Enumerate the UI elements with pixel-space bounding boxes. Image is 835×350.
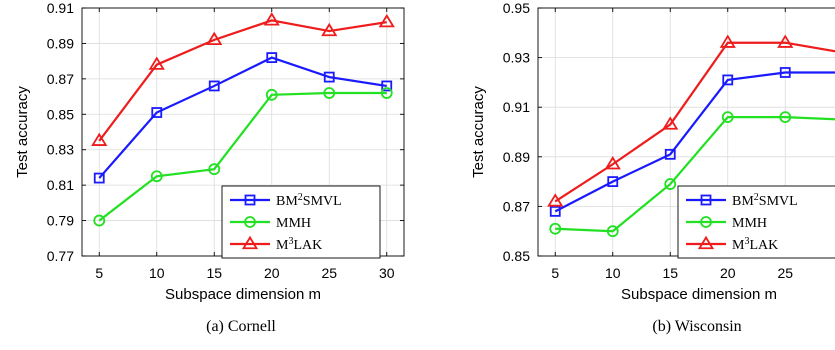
- data-point: [777, 34, 794, 48]
- data-point: [380, 87, 393, 99]
- series-triangle: [547, 34, 835, 207]
- series-line: [554, 71, 835, 213]
- x-tick-label: 10: [149, 265, 165, 281]
- data-point: [323, 71, 335, 83]
- legend-label: M3LAK: [732, 236, 778, 253]
- legend-marker: [697, 235, 715, 250]
- y-tick-label: 0.81: [47, 177, 74, 193]
- data-point: [150, 170, 163, 183]
- data-point: [721, 111, 734, 124]
- y-tick-label: 0.93: [503, 50, 530, 66]
- y-tick-label: 0.91: [47, 0, 74, 16]
- x-tick-label: 20: [264, 265, 280, 281]
- data-point: [206, 31, 223, 46]
- data-point: [662, 116, 679, 130]
- y-tick-label: 0.95: [503, 0, 530, 16]
- x-tick-label: 10: [605, 265, 621, 281]
- data-point: [549, 222, 562, 235]
- legend-marker: [244, 194, 256, 206]
- data-point: [323, 87, 336, 99]
- data-point: [93, 172, 105, 184]
- data-point: [779, 67, 791, 78]
- legend-label: BM2SMVL: [276, 192, 342, 209]
- subfigure-caption: (a) Cornell: [206, 318, 276, 335]
- chart-wisconsin: 510152025300.850.870.890.910.930.95Subsp…: [470, 0, 835, 335]
- series-line: [98, 91, 387, 222]
- legend-label: MMH: [732, 216, 767, 231]
- legend: BM2SMVL MMH M3LAK: [677, 185, 835, 259]
- y-tick-label: 0.83: [47, 142, 74, 158]
- data-point: [547, 193, 564, 207]
- y-tick-label: 0.79: [47, 213, 74, 229]
- legend-label: M3LAK: [276, 236, 322, 253]
- y-tick-label: 0.91: [503, 99, 530, 115]
- series-circle: [93, 87, 393, 227]
- x-axis-label: Subspace dimension m: [621, 286, 777, 303]
- data-point: [208, 163, 221, 176]
- x-tick-label: 20: [720, 265, 736, 281]
- data-point: [381, 80, 393, 92]
- series-line: [554, 41, 835, 203]
- data-point: [91, 132, 108, 146]
- y-axis-label: Test accuracy: [470, 86, 487, 178]
- legend-marker: [700, 216, 712, 228]
- legend-marker: [700, 194, 712, 206]
- data-point: [664, 178, 677, 190]
- y-tick-label: 0.87: [47, 71, 74, 87]
- data-point: [265, 88, 278, 101]
- data-point: [607, 176, 619, 188]
- y-tick-label: 0.77: [47, 248, 74, 264]
- data-point: [604, 156, 621, 170]
- series-triangle: [91, 12, 395, 146]
- data-point: [93, 214, 106, 227]
- subfigure-caption: (b) Wisconsin: [652, 318, 741, 335]
- y-tick-label: 0.89: [47, 35, 74, 51]
- data-point: [321, 22, 338, 37]
- y-tick-label: 0.87: [503, 198, 530, 214]
- chart-cornell: 5 10 15 20 25 30 0.77 0.79 0.81 0.83 0.85 0.87 0.89 0…: [14, 0, 405, 335]
- data-point: [151, 107, 163, 118]
- data-point: [266, 52, 278, 63]
- series-line: [555, 116, 835, 233]
- legend-label: MMH: [276, 216, 311, 231]
- data-point: [719, 34, 736, 48]
- data-point: [779, 111, 792, 124]
- legend-marker: [241, 235, 259, 250]
- y-axis-label: Test accuracy: [14, 86, 31, 178]
- y-tick-label: 0.85: [503, 248, 530, 264]
- x-tick-label: 25: [321, 265, 337, 281]
- x-axis-label: Subspace dimension m: [165, 286, 321, 303]
- data-point: [263, 12, 280, 26]
- data-point: [148, 56, 165, 70]
- series-circle: [549, 111, 835, 238]
- y-tick-label: 0.89: [503, 149, 530, 165]
- x-tick-label: 5: [551, 265, 559, 281]
- legend-label: BM2SMVL: [732, 192, 798, 209]
- data-point: [208, 80, 220, 92]
- x-tick-label: 30: [379, 265, 395, 281]
- data-point: [606, 225, 619, 238]
- series-line: [98, 19, 387, 142]
- series-square: [549, 67, 835, 217]
- x-tick-label: 15: [662, 265, 678, 281]
- data-point: [549, 205, 561, 217]
- series-square: [93, 52, 393, 184]
- data-point: [378, 13, 395, 28]
- legend: BM2SMVL MMH M3LAK: [221, 185, 381, 259]
- x-tick-label: 5: [95, 265, 103, 281]
- x-tick-label: 15: [206, 265, 222, 281]
- data-point: [664, 148, 676, 160]
- x-tick-label: 25: [777, 265, 793, 281]
- legend-marker: [244, 216, 256, 228]
- series-line: [98, 56, 387, 179]
- data-point: [722, 74, 734, 86]
- y-tick-label: 0.85: [47, 106, 74, 122]
